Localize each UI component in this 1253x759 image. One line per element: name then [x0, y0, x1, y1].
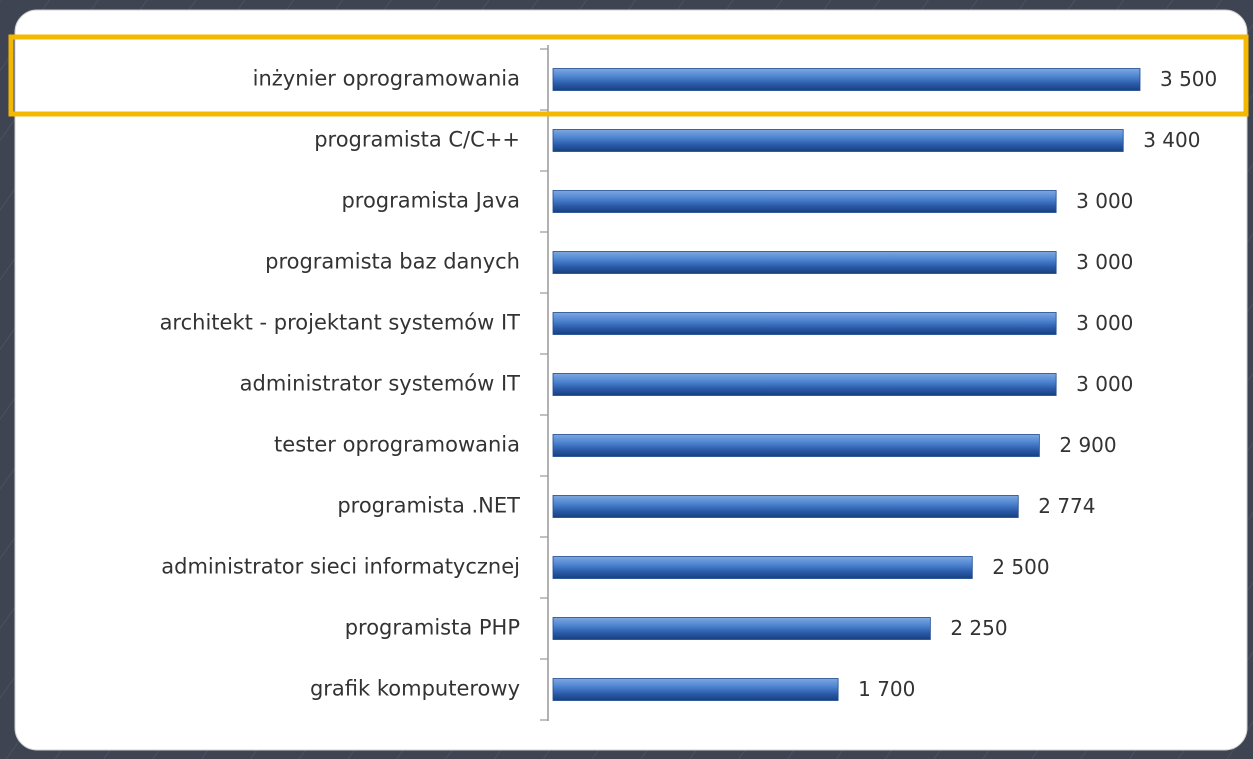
- plot-area: 3 500 inżynier oprogramowania 3 400 program…: [160, 48, 1217, 721]
- bar: [552, 434, 1040, 457]
- data-label: 3 500: [1160, 67, 1217, 91]
- category-label: programista .NET: [337, 494, 520, 518]
- data-label: 3 400: [1143, 128, 1200, 152]
- bar: [552, 129, 1124, 152]
- category-label: grafik komputerowy: [310, 677, 520, 701]
- data-label: 2 774: [1038, 494, 1095, 518]
- data-label: 2 900: [1059, 433, 1116, 457]
- bar: [552, 617, 931, 640]
- bar: [552, 312, 1057, 335]
- data-label: 2 250: [950, 616, 1007, 640]
- category-label: administrator systemów IT: [240, 372, 521, 396]
- data-label: 3 000: [1076, 189, 1133, 213]
- category-label: administrator sieci informatycznej: [161, 555, 520, 579]
- data-label: 3 000: [1076, 372, 1133, 396]
- category-label: programista C/C++: [314, 128, 520, 152]
- highlight-box: [8, 34, 1249, 117]
- bar: [552, 373, 1057, 396]
- category-label: programista baz danych: [265, 250, 520, 274]
- bar: [552, 251, 1057, 274]
- data-label: 3 000: [1076, 250, 1133, 274]
- data-label: 1 700: [858, 677, 915, 701]
- data-label: 3 000: [1076, 311, 1133, 335]
- category-label: programista Java: [341, 189, 520, 213]
- category-label: architekt - projektant systemów IT: [160, 311, 521, 335]
- data-label: 2 500: [992, 555, 1049, 579]
- category-label: tester oprogramowania: [274, 433, 520, 457]
- bar: [552, 495, 1019, 518]
- category-label: inżynier oprogramowania: [253, 67, 520, 91]
- category-label: programista PHP: [345, 616, 520, 640]
- bar: [552, 190, 1057, 213]
- bar: [552, 556, 973, 579]
- bar: [552, 678, 839, 701]
- bar: [552, 68, 1141, 91]
